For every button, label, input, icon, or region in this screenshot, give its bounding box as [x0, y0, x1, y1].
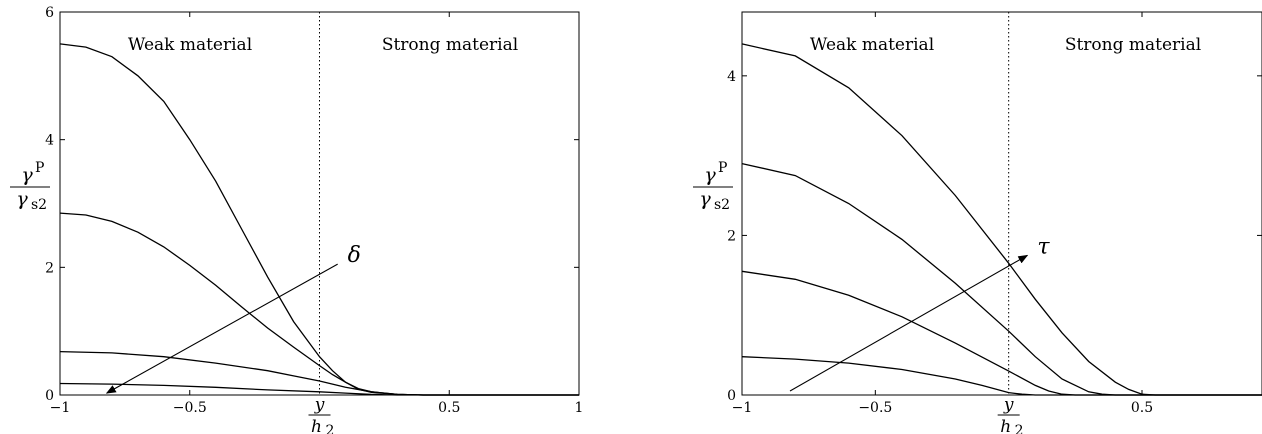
series-line: [741, 162, 1262, 396]
region-label: Strong material: [1065, 35, 1201, 55]
series-line: [741, 356, 1262, 396]
x-tick-label: 0.5: [1131, 400, 1153, 416]
x-tick-label: −0.5: [858, 400, 892, 416]
y-tick-label: 4: [727, 69, 736, 85]
region-label: Strong material: [382, 35, 518, 55]
y-label-denominator: γ: [16, 188, 28, 210]
y-label-superscript: P: [35, 160, 44, 176]
y-tick-label: 6: [45, 5, 54, 21]
y-label-numerator: γ: [704, 164, 716, 186]
series-line: [741, 43, 1262, 396]
arrow-label: τ: [1037, 234, 1050, 259]
x-tick-label: 0.5: [438, 400, 460, 416]
x-label-denominator: h: [1000, 417, 1011, 434]
x-label-numerator: y: [314, 395, 325, 415]
trend-arrow: [105, 263, 338, 394]
x-tick-label: −0.5: [173, 400, 207, 416]
right-chart-panel: −1 −0.5 0.5 0 2 4 Weak material Strong material…: [693, 11, 1262, 434]
y-label-numerator: γ: [21, 164, 33, 186]
series-line: [59, 382, 579, 396]
x-label-subscript: 2: [1015, 423, 1024, 434]
x-label-denominator: h: [311, 417, 322, 434]
x-tick-label: −1: [50, 400, 71, 416]
x-label-subscript: 2: [326, 423, 335, 434]
region-label: Weak material: [810, 35, 934, 55]
x-tick-label: 1: [575, 400, 584, 416]
region-label: Weak material: [128, 35, 252, 55]
trend-arrow: [789, 254, 1029, 392]
y-tick-label: 2: [727, 228, 736, 244]
y-tick-label: 0: [727, 388, 736, 404]
y-tick-label: 2: [45, 260, 54, 276]
y-label-denominator: γ: [699, 188, 711, 210]
y-label-subscript: s2: [31, 197, 47, 213]
y-label-superscript: P: [718, 160, 727, 176]
arrow-label: δ: [348, 243, 361, 268]
x-label-numerator: y: [1003, 395, 1014, 415]
x-tick-label: −1: [732, 400, 753, 416]
plot-frame: [741, 11, 1262, 396]
series-line: [741, 270, 1262, 396]
left-chart-panel: −1 −0.5 0.5 1 0 2 4 6 Weak material Strong materi…: [10, 5, 583, 434]
y-tick-label: 4: [45, 133, 54, 149]
y-tick-label: 0: [45, 388, 54, 404]
y-label-subscript: s2: [714, 197, 730, 213]
